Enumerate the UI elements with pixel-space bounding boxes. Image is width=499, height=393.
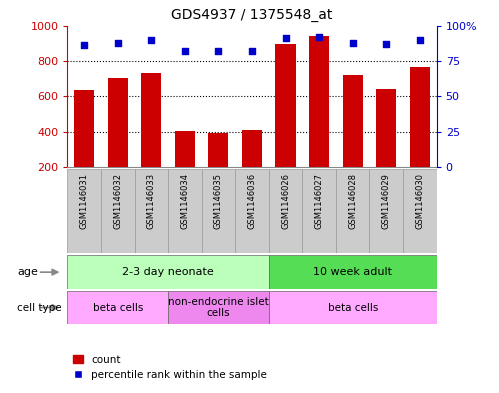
Bar [67, 169, 101, 253]
Text: GSM1146029: GSM1146029 [382, 173, 391, 229]
Point [215, 48, 223, 54]
Text: GSM1146036: GSM1146036 [248, 173, 256, 230]
Text: GSM1146031: GSM1146031 [80, 173, 89, 229]
Text: age: age [17, 267, 38, 277]
Text: GSM1146034: GSM1146034 [180, 173, 189, 229]
Point [349, 39, 357, 46]
Bar [336, 169, 369, 253]
Bar [101, 169, 135, 253]
Point [416, 37, 424, 43]
Point [315, 34, 323, 40]
Bar [369, 169, 403, 253]
Text: GSM1146028: GSM1146028 [348, 173, 357, 229]
Legend: count, percentile rank within the sample: count, percentile rank within the sample [72, 355, 267, 380]
Bar [141, 73, 161, 167]
Bar [74, 90, 94, 167]
Point [114, 39, 122, 46]
Bar [135, 169, 168, 253]
Text: GSM1146030: GSM1146030 [415, 173, 424, 229]
Text: non-endocrine islet
cells: non-endocrine islet cells [168, 297, 269, 318]
Point [80, 42, 88, 48]
Point [147, 37, 155, 43]
Bar [202, 169, 235, 253]
Point [181, 48, 189, 54]
Text: cell type: cell type [17, 303, 62, 312]
Bar [275, 44, 295, 167]
Text: GSM1146035: GSM1146035 [214, 173, 223, 229]
Text: GSM1146027: GSM1146027 [315, 173, 324, 229]
Bar [209, 132, 229, 167]
Title: GDS4937 / 1375548_at: GDS4937 / 1375548_at [171, 8, 333, 22]
Text: 2-3 day neonate: 2-3 day neonate [122, 267, 214, 277]
Bar [168, 169, 202, 253]
Bar [410, 67, 430, 167]
Text: GSM1146026: GSM1146026 [281, 173, 290, 229]
Text: 10 week adult: 10 week adult [313, 267, 392, 277]
Bar [242, 130, 262, 167]
Bar [108, 78, 128, 167]
Bar [269, 255, 437, 289]
Bar [302, 169, 336, 253]
Bar [403, 169, 437, 253]
Text: GSM1146033: GSM1146033 [147, 173, 156, 230]
Point [281, 35, 289, 41]
Text: beta cells: beta cells [92, 303, 143, 312]
Bar [67, 291, 168, 324]
Bar [343, 75, 363, 167]
Bar [235, 169, 269, 253]
Point [248, 48, 256, 54]
Bar [175, 131, 195, 167]
Bar [269, 291, 437, 324]
Bar [168, 291, 269, 324]
Bar [67, 255, 269, 289]
Text: GSM1146032: GSM1146032 [113, 173, 122, 229]
Bar [309, 36, 329, 167]
Bar [376, 89, 396, 167]
Text: beta cells: beta cells [327, 303, 378, 312]
Bar [269, 169, 302, 253]
Point [382, 41, 390, 47]
